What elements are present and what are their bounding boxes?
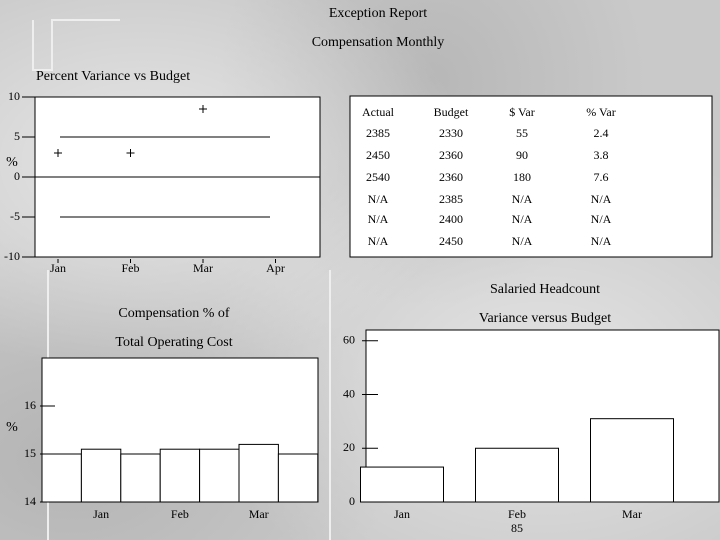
table-cell: 2360 <box>439 170 463 184</box>
bar <box>238 443 279 503</box>
table-cell: 2.4 <box>594 126 609 140</box>
x-tick-label: Apr <box>266 261 285 275</box>
x-tick-label: Mar <box>193 261 213 275</box>
table-cell: 7.6 <box>594 170 609 184</box>
chart-title: Percent Variance vs Budget <box>36 69 190 84</box>
chart-title: Compensation % of <box>118 306 230 321</box>
bar <box>159 448 201 503</box>
table-cell: 2450 <box>439 234 463 248</box>
x-tick-label: Feb <box>171 507 189 521</box>
table-cell: 2400 <box>439 212 463 226</box>
y-tick-label: 5 <box>14 129 20 143</box>
table-cell: N/A <box>368 234 389 248</box>
report-title: Exception Report <box>329 6 427 21</box>
bar <box>590 418 674 503</box>
table-cell: 2385 <box>366 126 390 140</box>
y-axis-label: % <box>6 155 18 170</box>
annotation: 85 <box>511 521 523 535</box>
table-cell: 2360 <box>439 148 463 162</box>
table-cell: N/A <box>368 192 389 206</box>
bar <box>475 447 559 503</box>
y-tick-label: 0 <box>14 169 20 183</box>
table-cell: 2330 <box>439 126 463 140</box>
x-tick-label: Feb <box>508 507 526 521</box>
y-tick-label: 10 <box>8 89 20 103</box>
table-cell: 2450 <box>366 148 390 162</box>
bar <box>277 453 319 503</box>
table-cell: N/A <box>591 234 612 248</box>
table-cell: N/A <box>512 192 533 206</box>
x-tick-label: Jan <box>50 261 66 275</box>
bar <box>41 453 82 503</box>
x-tick-label: Mar <box>249 507 269 521</box>
y-tick-label: 15 <box>24 446 36 460</box>
table-cell: N/A <box>512 234 533 248</box>
table-cell: 90 <box>516 148 528 162</box>
table-cell: N/A <box>591 212 612 226</box>
y-tick-label: 40 <box>343 386 355 400</box>
chart-subtitle: Variance versus Budget <box>479 311 611 326</box>
decor-line <box>32 19 120 71</box>
marker <box>54 149 62 157</box>
marker <box>126 149 135 157</box>
x-tick-label: Feb <box>122 261 140 275</box>
table-cell: N/A <box>368 212 389 226</box>
table-cell: 2540 <box>366 170 390 184</box>
table-cell: 2385 <box>439 192 463 206</box>
y-tick-label: 0 <box>349 494 355 508</box>
y-tick-label: 14 <box>24 494 36 508</box>
x-tick-label: Jan <box>93 507 109 521</box>
y-tick-label: 16 <box>24 398 36 412</box>
y-axis-label: % <box>6 420 18 435</box>
table-cell: 180 <box>513 170 531 184</box>
y-tick-label: -5 <box>10 209 20 223</box>
column-header: Actual <box>362 105 395 119</box>
bar <box>80 448 122 503</box>
table-box <box>349 95 713 258</box>
table-cell: 3.8 <box>594 148 609 162</box>
chart-subtitle: Total Operating Cost <box>115 335 232 350</box>
chart-title: Salaried Headcount <box>490 282 600 297</box>
column-header: % Var <box>586 105 615 119</box>
report-subtitle: Compensation Monthly <box>312 35 445 50</box>
column-header: $ Var <box>509 105 534 119</box>
bar <box>120 453 161 503</box>
marker <box>199 105 207 113</box>
table-cell: N/A <box>512 212 533 226</box>
bar <box>199 448 240 503</box>
y-tick-label: -10 <box>4 249 20 263</box>
x-tick-label: Jan <box>394 507 410 521</box>
table-cell: 55 <box>516 126 528 140</box>
y-tick-label: 20 <box>343 440 355 454</box>
x-tick-label: Mar <box>622 507 642 521</box>
y-tick-label: 60 <box>343 333 355 347</box>
column-header: Budget <box>434 105 469 119</box>
bar <box>360 466 444 503</box>
table-cell: N/A <box>591 192 612 206</box>
